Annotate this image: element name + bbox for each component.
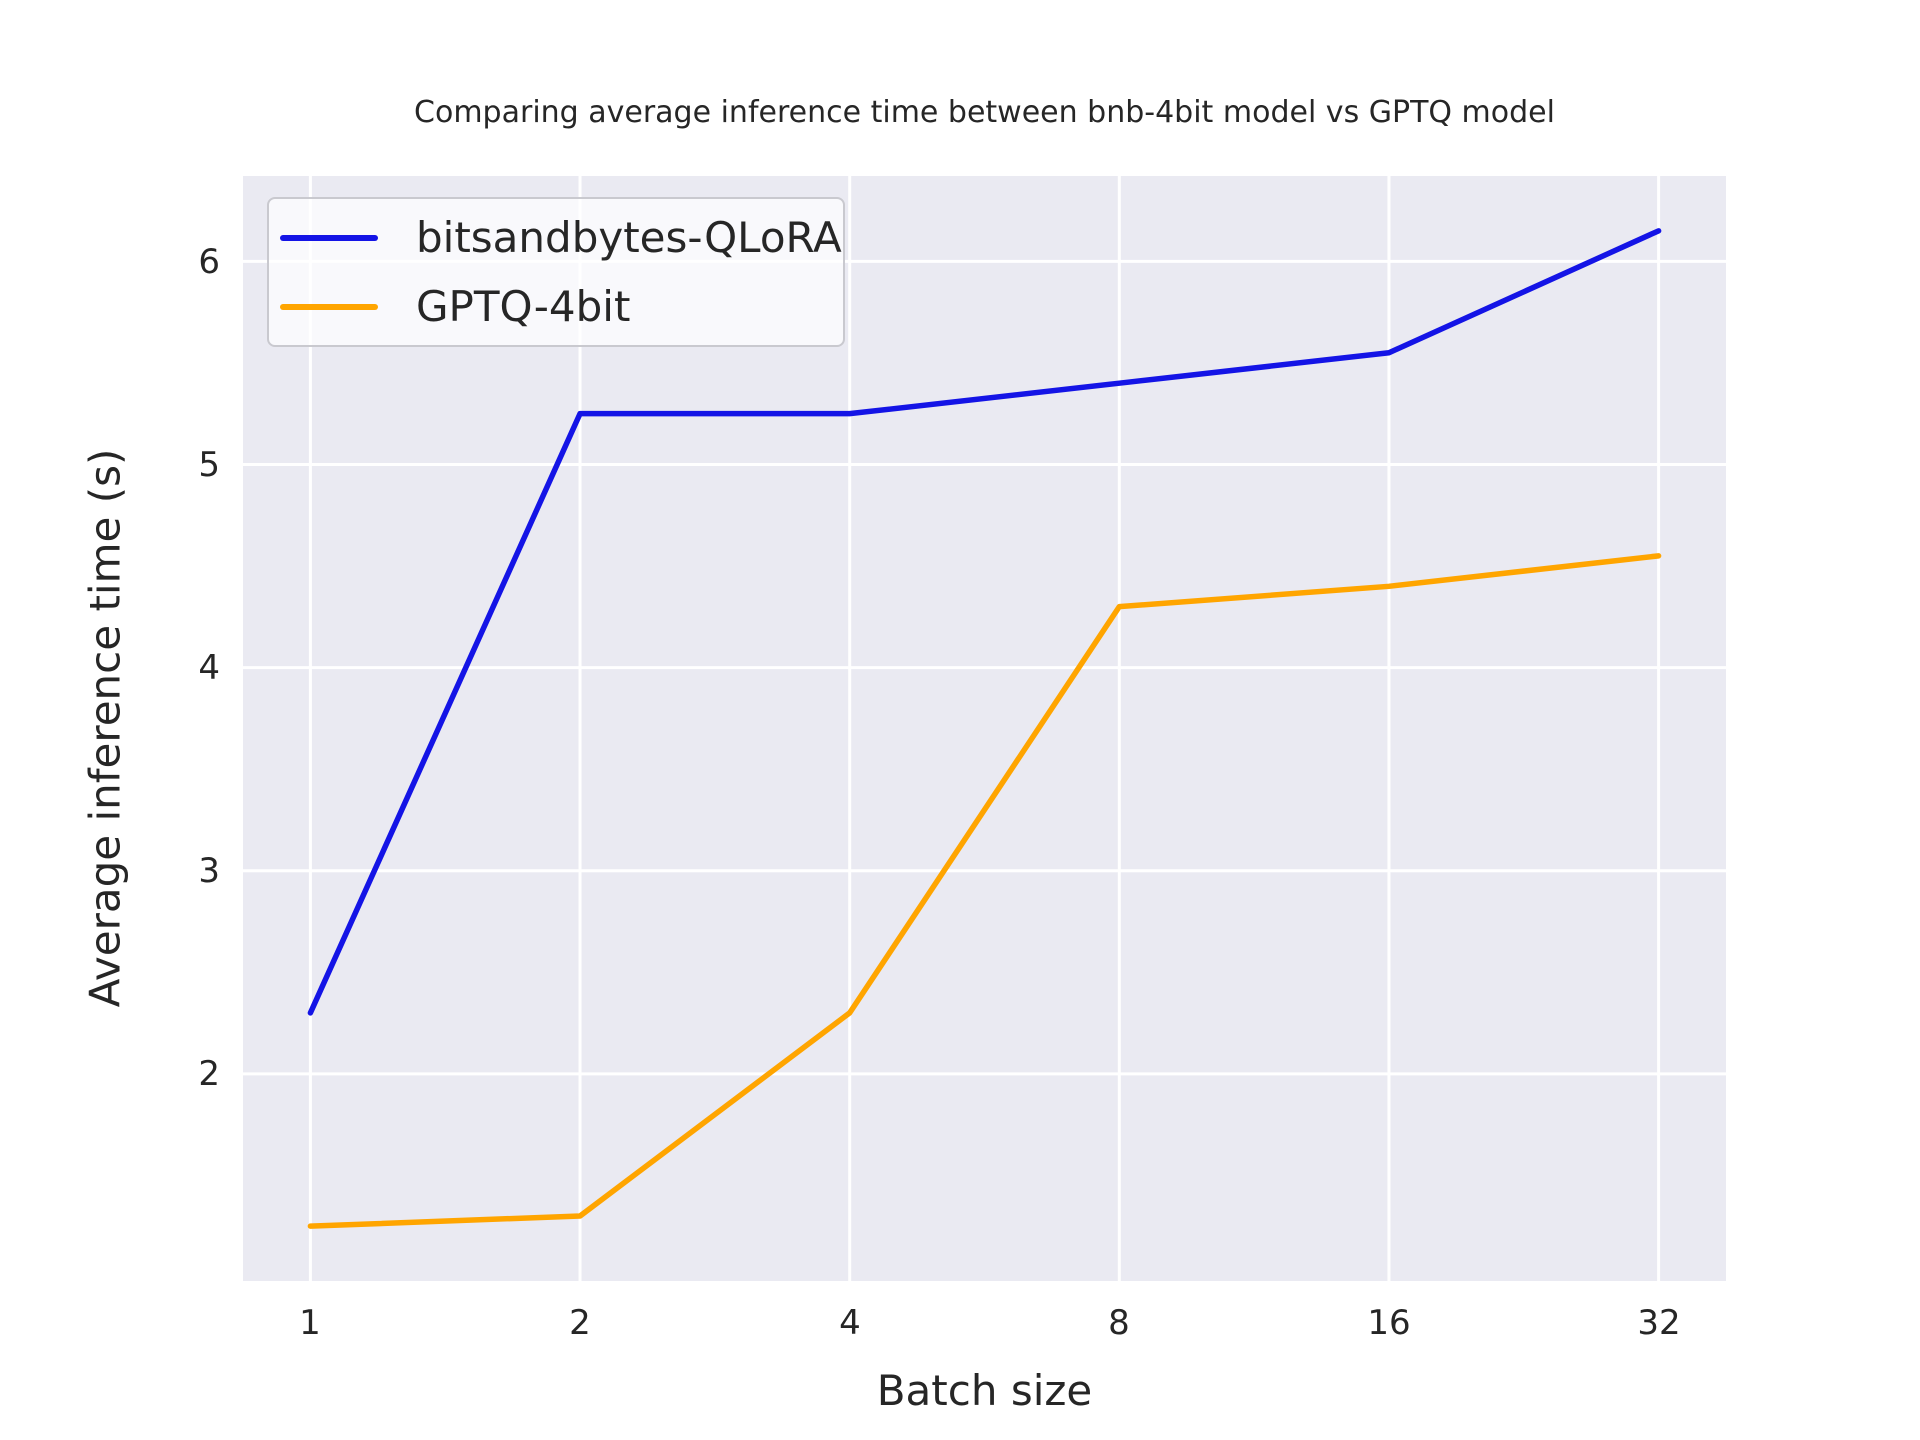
x-tick-32: 32	[1637, 1303, 1681, 1343]
y-axis-label: Average inference time (s)	[80, 448, 130, 1008]
legend-line-sample-blue-icon	[280, 234, 378, 241]
legend-label-bitsandbytes: bitsandbytes-QLoRA	[416, 213, 842, 262]
y-tick-5: 5	[198, 445, 220, 485]
x-tick-2: 2	[569, 1303, 591, 1343]
plot-area	[243, 176, 1726, 1281]
x-tick-16: 16	[1367, 1303, 1411, 1343]
x-tick-8: 8	[1108, 1303, 1130, 1343]
legend-line-sample-orange-icon	[280, 303, 378, 310]
legend-label-gptq: GPTQ-4bit	[416, 282, 631, 331]
y-tick-3: 3	[198, 851, 220, 891]
y-tick-2: 2	[198, 1054, 220, 1094]
y-tick-6: 6	[198, 242, 220, 282]
y-tick-4: 4	[198, 648, 220, 688]
legend-entry-bitsandbytes: bitsandbytes-QLoRA	[269, 203, 843, 272]
plot-svg	[243, 176, 1726, 1281]
x-axis-label: Batch size	[876, 1366, 1093, 1415]
chart-title: Comparing average inference time between…	[414, 95, 1555, 130]
legend-entry-gptq: GPTQ-4bit	[269, 272, 843, 341]
x-tick-1: 1	[299, 1303, 321, 1343]
x-tick-4: 4	[839, 1303, 861, 1343]
legend: bitsandbytes-QLoRA GPTQ-4bit	[267, 197, 845, 347]
